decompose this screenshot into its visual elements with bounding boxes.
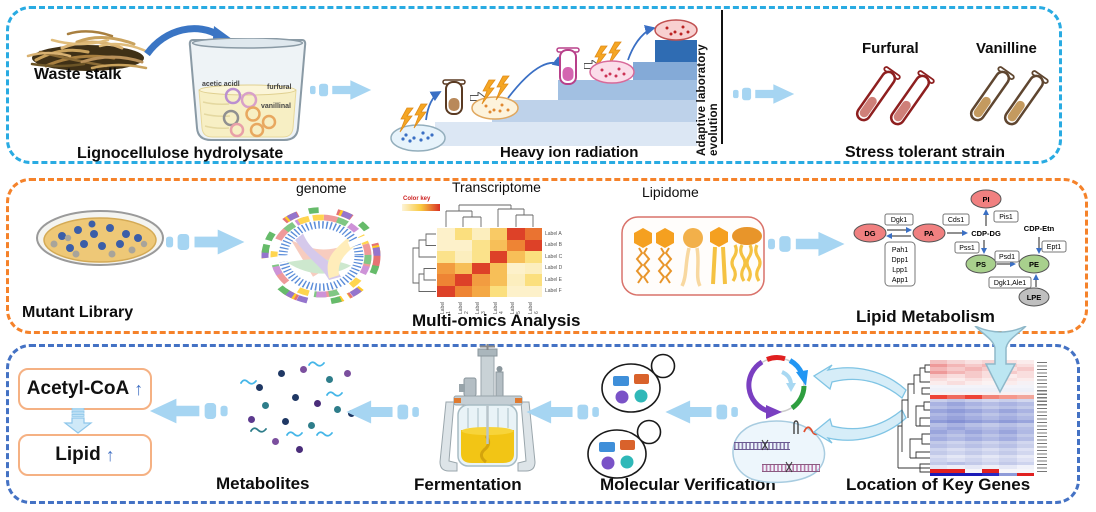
node-lpe: LPE	[1027, 293, 1042, 302]
metabolites-scatter	[238, 360, 356, 464]
node-ps: PS	[976, 260, 986, 269]
enzyme-lpp1: Lpp1	[892, 267, 908, 274]
enzyme-psd1: Psd1	[999, 254, 1015, 261]
lipid-box: Lipid ↑	[18, 434, 152, 476]
adaptive-evolution-label: Adaptive laboratory evolution	[696, 44, 720, 156]
flow-arrow-6	[340, 398, 422, 431]
node-dg: DG	[864, 229, 875, 238]
lipidome-label: Lipidome	[642, 184, 699, 200]
gene-expression-heatmap	[930, 360, 1034, 477]
multi-omics-label: Multi-omics Analysis	[412, 311, 581, 330]
enzyme-pss1: Pss1	[959, 245, 975, 252]
yeast-cell-2	[587, 419, 662, 479]
stress-tolerant-label: Stress tolerant strain	[845, 144, 1006, 161]
panel-multi-omics	[6, 178, 1088, 334]
furfural-test-tubes	[855, 66, 935, 126]
acetyl-to-lipid-arrow	[63, 408, 93, 434]
panel2-to-panel3-arrow	[974, 326, 1027, 394]
transcriptome-label: Transcriptome	[452, 179, 541, 195]
genome-circos-plot	[258, 197, 383, 310]
fermenter-bioreactor	[439, 344, 536, 472]
color-key-label: Color key	[403, 196, 431, 202]
flow-arrow-5	[144, 396, 230, 431]
hydrolysate-beaker: acetic acidl furfural vanillinal	[188, 38, 307, 141]
mutant-library-label: Mutant Library	[22, 304, 134, 321]
flow-arrow-2	[733, 80, 797, 113]
molecular-verification-label: Molecular Verification	[600, 475, 776, 494]
heatmap-to-verification-arrows	[813, 364, 907, 444]
enzyme-cds1: Cds1	[948, 217, 964, 224]
flow-arrow-4	[768, 228, 848, 265]
enzyme-dgk1-ale1: Dgk1,Ale1	[994, 280, 1026, 287]
beaker-acetic-label: acetic acidl	[202, 81, 240, 88]
acetyl-coa-label: Acetyl-CoA	[26, 378, 130, 399]
beaker-vanillinal-label: vanillinal	[261, 103, 291, 110]
mutant-library-dish	[36, 210, 164, 266]
fermentation-label: Fermentation	[414, 475, 522, 494]
lipid-metabolism-label: Lipid Metabolism	[856, 307, 995, 326]
metabolites-label: Metabolites	[216, 474, 310, 493]
node-pe: PE	[1029, 260, 1039, 269]
vanilline-tubes-label: Vanilline	[976, 40, 1037, 57]
heavy-ion-label: Heavy ion radiation	[500, 144, 639, 161]
yeast-cell-1	[601, 353, 676, 413]
plasmid-vector	[746, 355, 808, 419]
transcriptome-dendrogram-top	[445, 204, 534, 227]
vanilline-test-tubes	[969, 66, 1049, 126]
gene-heatmap-dendrogram	[897, 364, 930, 473]
panel-strain-evolution	[6, 6, 1062, 164]
enzyme-pah1: Pah1	[892, 247, 908, 254]
flow-arrow-1	[310, 76, 374, 109]
genome-label: genome	[296, 180, 347, 196]
enzyme-app1: App1	[892, 277, 908, 284]
furfural-tubes-label: Furfural	[862, 40, 919, 57]
acetyl-coa-box: Acetyl-CoA ↑	[18, 368, 152, 410]
enzyme-pis1: Pis1	[999, 214, 1013, 221]
adaptive-evolution-axis-line	[721, 10, 723, 144]
flow-arrow-3	[166, 226, 248, 263]
lipid-metabolism-pathway: DG PA PI PS PE LPE CDP-DG CDP-Etn Dgk1 P…	[853, 189, 1067, 307]
lipid-up-arrow: ↑	[105, 444, 115, 465]
lipid-label: Lipid	[55, 444, 101, 465]
node-cdp-etn: CDP-Etn	[1024, 224, 1055, 233]
heavy-ion-staircase	[390, 19, 698, 152]
beaker-furfural-label: furfural	[267, 84, 292, 91]
node-pa: PA	[924, 229, 934, 238]
enzyme-dpp1: Dpp1	[892, 257, 909, 264]
location-key-genes-label: Location of Key Genes	[846, 475, 1031, 494]
waste-stalk-illustration	[26, 30, 150, 71]
acetyl-up-arrow: ↑	[134, 378, 144, 399]
node-pi: PI	[982, 195, 989, 204]
cell-with-dna	[732, 420, 826, 484]
enzyme-ept1: Ept1	[1047, 244, 1062, 251]
transcriptome-row-labels: Label A Label B Label C Label D Label E Label…	[545, 230, 563, 295]
lignocellulose-label: Lignocellulose hydrolysate	[77, 145, 284, 162]
color-key-gradient	[402, 204, 440, 211]
enzyme-dgk1: Dgk1	[891, 217, 907, 224]
transcriptome-dendrogram-left	[412, 233, 436, 292]
lipidome-illustration	[621, 216, 765, 296]
transcriptome-heatmap	[437, 228, 542, 297]
gene-name-labels	[1037, 362, 1047, 474]
waste-stalk-label: Waste stalk	[34, 66, 122, 83]
node-cdp-dg: CDP-DG	[971, 229, 1001, 238]
panel-verification	[6, 344, 1080, 504]
